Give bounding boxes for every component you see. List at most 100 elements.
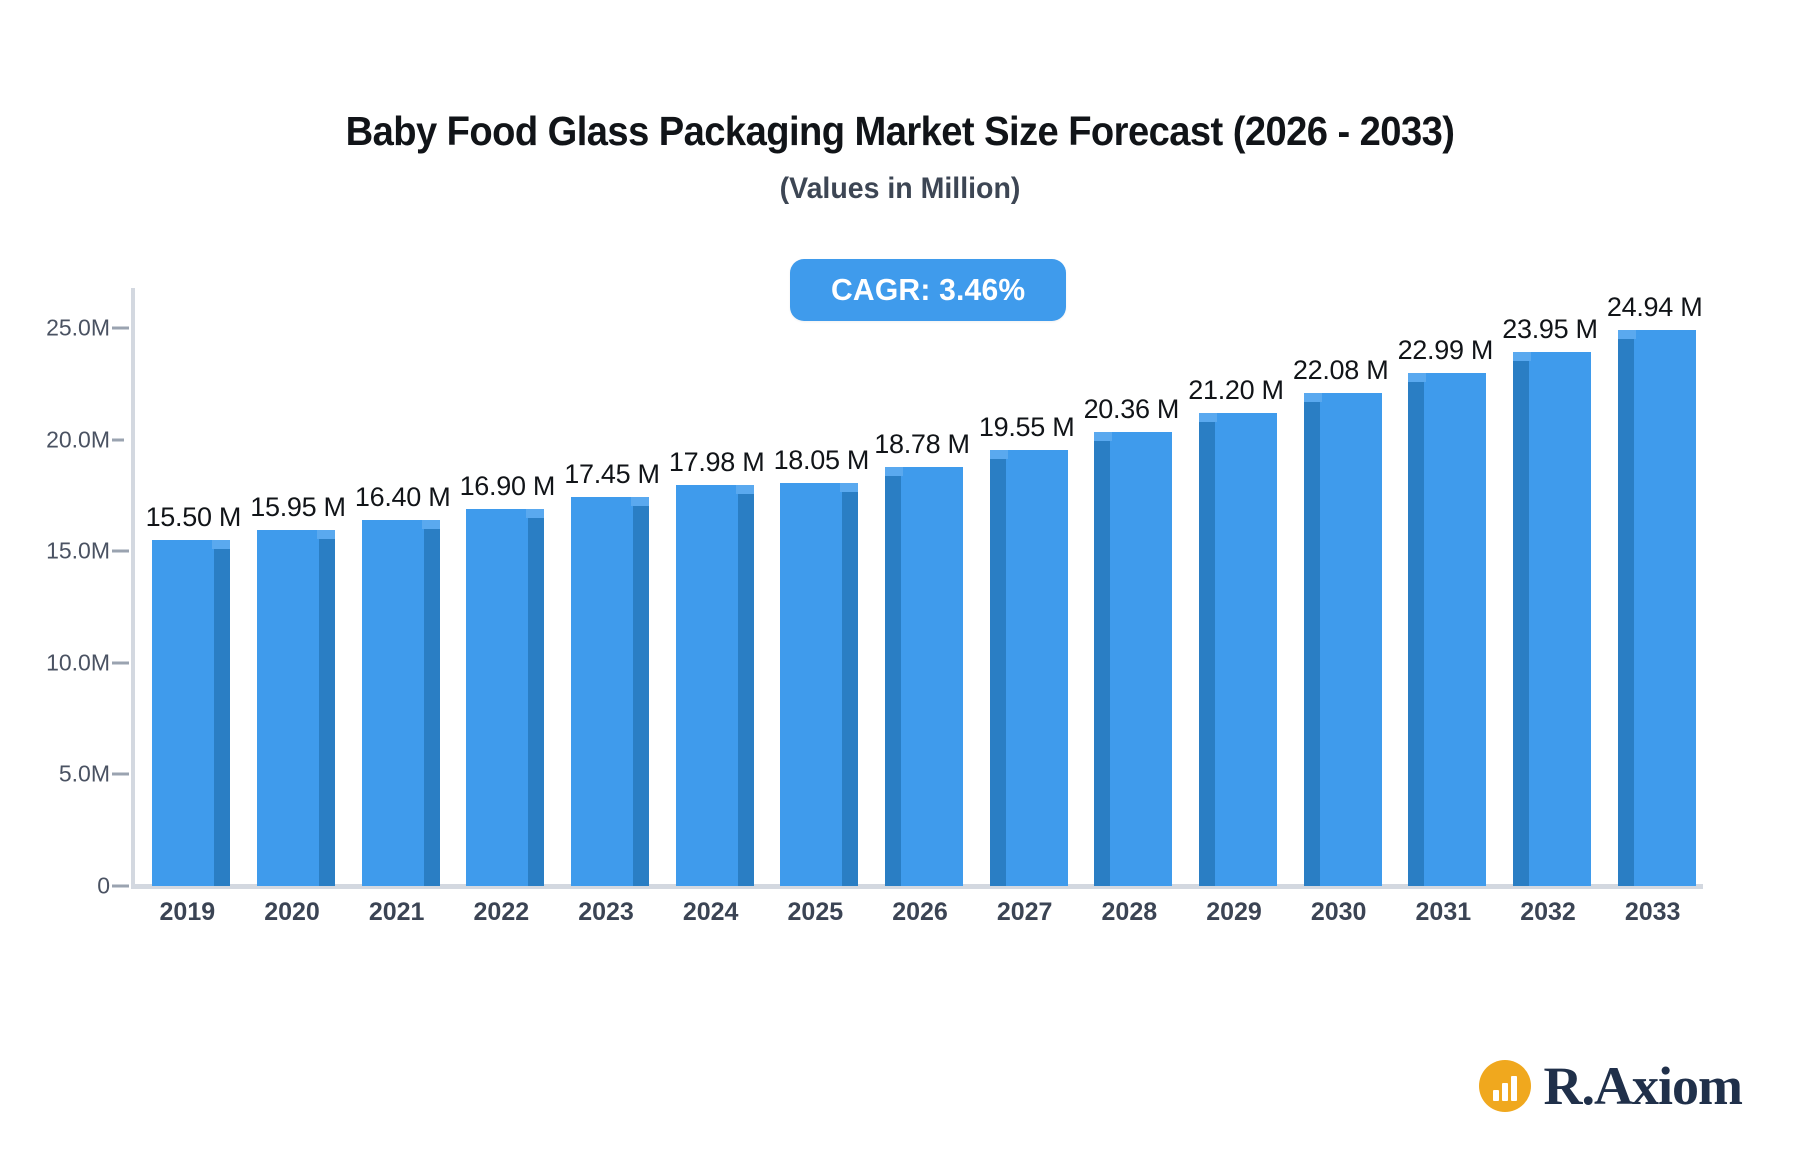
x-axis-label: 2024 (682, 898, 739, 926)
cagr-badge: CAGR: 3.46% (790, 259, 1066, 321)
bar-side-face (989, 458, 1006, 886)
y-axis-ticks: 0 5.0M 10.0M 15.0M 20.0M 25.0M (0, 0, 129, 1156)
bar-top-face (526, 508, 545, 518)
bar-value-label: 21.20 M (1188, 374, 1284, 405)
bar-value-label: 22.99 M (1397, 335, 1494, 365)
bar (1529, 351, 1591, 886)
bar-top-face (1303, 393, 1322, 403)
bar-side-face (842, 492, 859, 886)
bar-value-label: 19.55 M (978, 411, 1075, 442)
bar-value-label: 17.45 M (564, 458, 660, 489)
chart-subtitle: (Values in Million) (779, 172, 1021, 205)
x-axis-line (131, 884, 1703, 889)
y-axis-tick-label: 10.0M (46, 649, 110, 676)
x-axis-label: 2022 (473, 898, 530, 926)
y-axis-tick-label: 5.0M (58, 760, 110, 787)
y-axis-tick-mark (112, 549, 129, 553)
bar-side-face (1513, 360, 1529, 886)
bar (1215, 412, 1277, 886)
bar-side-face (633, 505, 649, 886)
y-axis-tick-mark (112, 772, 129, 776)
bar-side-face (1617, 338, 1634, 886)
x-axis-label: 2033 (1624, 898, 1681, 926)
x-axis-label: 2029 (1206, 898, 1262, 926)
bar (571, 496, 633, 886)
bar-top-face (631, 496, 649, 506)
bar-value-label: 17.98 M (668, 446, 765, 477)
y-axis-line (131, 288, 135, 886)
bar (1005, 449, 1068, 886)
x-axis-label: 2019 (159, 898, 216, 926)
x-axis-label: 2020 (264, 898, 320, 926)
bar (152, 540, 215, 886)
bar-side-face (528, 517, 545, 886)
bar-chart-icon (1478, 1060, 1531, 1112)
x-axis-label: 2032 (1520, 898, 1576, 926)
bar-side-face (1199, 421, 1215, 886)
bar-side-face (1303, 402, 1320, 886)
bar (780, 483, 843, 886)
plot-area (133, 288, 1703, 886)
bar-value-label: 23.95 M (1502, 313, 1598, 344)
bar-top-face (885, 466, 903, 476)
bar (1110, 431, 1173, 886)
bar (361, 520, 424, 886)
chart-title: Baby Food Glass Packaging Market Size Fo… (345, 108, 1455, 154)
y-axis-tick-label: 15.0M (46, 537, 110, 564)
bar-top-face (1617, 329, 1636, 339)
bar (257, 530, 319, 886)
bar-top-face (989, 449, 1008, 459)
bar (1633, 329, 1696, 886)
bar-side-face (1408, 382, 1425, 886)
x-axis-label: 2030 (1310, 898, 1367, 926)
bar-side-face (885, 475, 901, 886)
cagr-badge-label: CAGR: 3.46% (830, 272, 1026, 307)
bar-top-face (421, 520, 440, 530)
bar-top-face (1199, 412, 1217, 422)
brand-name: R.Axiom (1543, 1056, 1743, 1116)
bar-value-label: 16.90 M (459, 470, 556, 501)
bar-value-label: 16.40 M (354, 482, 451, 513)
x-axis-label: 2027 (996, 898, 1053, 926)
bar-top-face (1408, 373, 1427, 383)
bar-top-face (1513, 351, 1531, 361)
bar-value-label: 15.50 M (145, 502, 242, 533)
bar-top-face (1094, 431, 1113, 441)
bar-value-label: 15.95 M (250, 492, 346, 523)
bar (901, 466, 963, 886)
bar (1424, 373, 1487, 886)
bar-series (133, 288, 1703, 886)
bar-value-label: 18.05 M (773, 445, 870, 476)
y-axis-tick-mark (112, 326, 129, 330)
x-axis-label: 2023 (578, 898, 634, 926)
y-axis-tick-label: 20.0M (46, 426, 110, 453)
x-axis-label: 2021 (368, 898, 425, 926)
bar-side-face (737, 493, 754, 886)
bar-value-label: 18.78 M (874, 428, 970, 459)
x-axis-label: 2031 (1415, 898, 1472, 926)
bar-side-face (214, 549, 231, 886)
bar-top-face (840, 483, 859, 493)
y-axis-tick-mark (112, 661, 129, 665)
bar-top-face (317, 530, 335, 540)
y-axis-tick-mark (112, 884, 129, 888)
bar-top-face (735, 484, 754, 494)
bar-side-face (423, 529, 440, 886)
bar-side-face (1094, 440, 1111, 886)
bar (466, 508, 529, 886)
x-axis-label: 2026 (892, 898, 948, 926)
bar (1319, 393, 1382, 886)
y-axis-tick-label: 25.0M (46, 314, 110, 341)
x-axis-label: 2025 (787, 898, 844, 926)
bar-value-label: 24.94 M (1606, 291, 1703, 322)
bar (675, 484, 738, 886)
bar-value-label: 20.36 M (1083, 393, 1180, 424)
x-axis-label: 2028 (1101, 898, 1158, 926)
brand-logo: R.Axiom (1478, 1056, 1743, 1116)
bar-value-label: 22.08 M (1292, 355, 1389, 386)
y-axis-tick-mark (112, 438, 124, 442)
bar-top-face (212, 540, 231, 550)
bar-side-face (319, 539, 335, 886)
y-axis-tick-label: 0 (97, 872, 110, 899)
